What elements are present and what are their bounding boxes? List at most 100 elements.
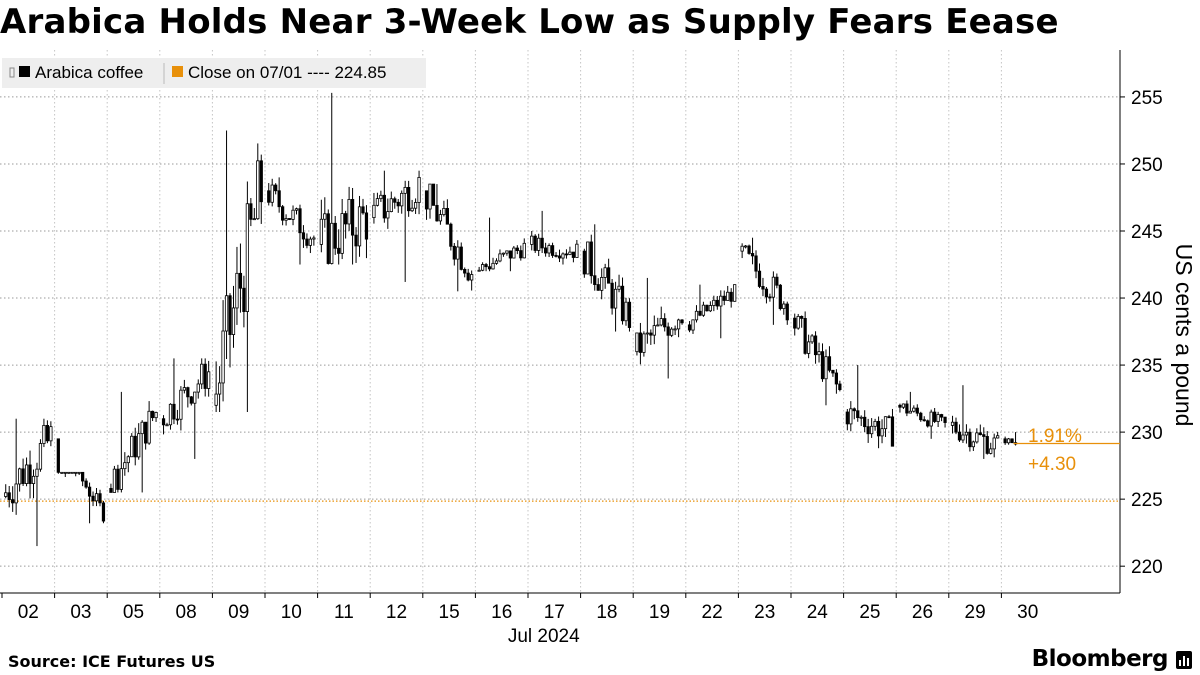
candle-body	[445, 208, 449, 225]
candle-body	[912, 407, 916, 412]
x-tick-label: 16	[491, 602, 512, 623]
candle-body	[281, 206, 285, 221]
candle-body	[407, 186, 411, 212]
candle-body	[38, 443, 43, 470]
candle-body	[901, 403, 906, 408]
x-tick-label: 19	[649, 602, 670, 623]
candle-body	[586, 241, 590, 275]
candle-body	[722, 295, 726, 301]
candle-body	[617, 285, 621, 290]
candle-body	[547, 245, 551, 254]
x-tick-label: 08	[176, 602, 197, 623]
candle-body	[49, 426, 53, 442]
candle-body	[357, 206, 362, 247]
candle-body	[119, 468, 123, 490]
candle-body	[530, 235, 534, 245]
candle-body	[116, 468, 120, 490]
candle-body	[870, 425, 874, 435]
x-tick-label: 22	[702, 602, 723, 623]
x-tick-label: 26	[912, 602, 933, 623]
x-tick-label: 29	[965, 602, 986, 623]
legend-box	[2, 58, 426, 88]
candle-body	[256, 160, 260, 220]
candle-body	[130, 435, 134, 458]
candle-body	[81, 471, 85, 482]
candle-body	[361, 206, 365, 214]
candle-body	[715, 299, 719, 307]
legend-swatch-arabica	[19, 66, 30, 77]
y-tick-label: 230	[1131, 423, 1163, 444]
candle-body	[989, 448, 993, 454]
x-tick-label: 25	[859, 602, 880, 623]
legend-candle-icon	[9, 67, 15, 78]
x-tick-label: 23	[754, 602, 775, 623]
source-note: Source: ICE Futures US	[8, 652, 216, 671]
candle-body	[694, 310, 699, 321]
candle-body	[480, 264, 485, 271]
candle-body	[859, 416, 863, 419]
candle-body	[961, 434, 965, 441]
candle-body	[470, 274, 474, 281]
candle-body	[982, 434, 986, 437]
candle-body	[600, 277, 604, 291]
candle-body	[564, 253, 569, 256]
candle-body	[568, 251, 572, 255]
candle-body	[91, 495, 95, 502]
x-tick-label: 10	[281, 602, 302, 623]
candle-body	[691, 319, 695, 331]
candle-body	[242, 287, 246, 312]
candle-body	[84, 480, 88, 488]
candle-body	[800, 315, 804, 319]
candle-body	[824, 356, 828, 380]
candle-body	[561, 253, 565, 259]
candle-body	[123, 462, 127, 470]
candle-body	[326, 213, 330, 264]
candle-body	[803, 318, 807, 354]
bloomberg-logo: Bloomberg	[1031, 646, 1169, 672]
x-tick-label: 03	[70, 602, 91, 623]
candle-body	[179, 389, 183, 420]
candle-body	[14, 483, 18, 504]
candle-body	[750, 253, 755, 257]
candle-body	[294, 208, 299, 211]
candle-body	[168, 403, 173, 426]
candle-body	[217, 382, 222, 395]
candle-body	[708, 305, 712, 312]
candle-body	[768, 296, 772, 299]
candle-body	[666, 326, 670, 336]
candle-body	[144, 421, 148, 444]
y-axis-title: US cents a pound	[1171, 244, 1197, 427]
candle-body	[60, 471, 64, 474]
candle-body	[63, 471, 67, 474]
candle-body	[813, 335, 818, 356]
candle-body	[133, 435, 137, 458]
candle-body	[42, 425, 46, 444]
candle-body	[67, 471, 71, 474]
candle-body	[308, 238, 313, 246]
candle-body	[28, 464, 32, 484]
candle-body	[943, 416, 947, 423]
candle-body	[845, 411, 849, 425]
candle-body	[673, 328, 677, 331]
candle-body	[778, 284, 782, 309]
candle-body	[589, 241, 593, 277]
candle-body	[372, 204, 376, 218]
candle-body	[386, 211, 390, 219]
candle-body	[964, 431, 969, 436]
candle-body	[852, 408, 856, 412]
candle-body	[393, 198, 397, 203]
candle-body	[347, 199, 351, 225]
candle-body	[887, 416, 891, 419]
candle-body	[428, 183, 432, 210]
candle-body	[498, 253, 502, 262]
candle-body	[992, 437, 996, 450]
candle-body	[291, 209, 295, 220]
candle-body	[515, 247, 519, 251]
candle-body	[533, 235, 537, 251]
candle-body	[505, 250, 509, 254]
x-tick-label: 02	[18, 602, 39, 623]
y-tick-label: 250	[1131, 155, 1163, 176]
candle-body	[676, 319, 681, 330]
candle-body	[866, 426, 870, 435]
candle-body	[522, 242, 526, 259]
